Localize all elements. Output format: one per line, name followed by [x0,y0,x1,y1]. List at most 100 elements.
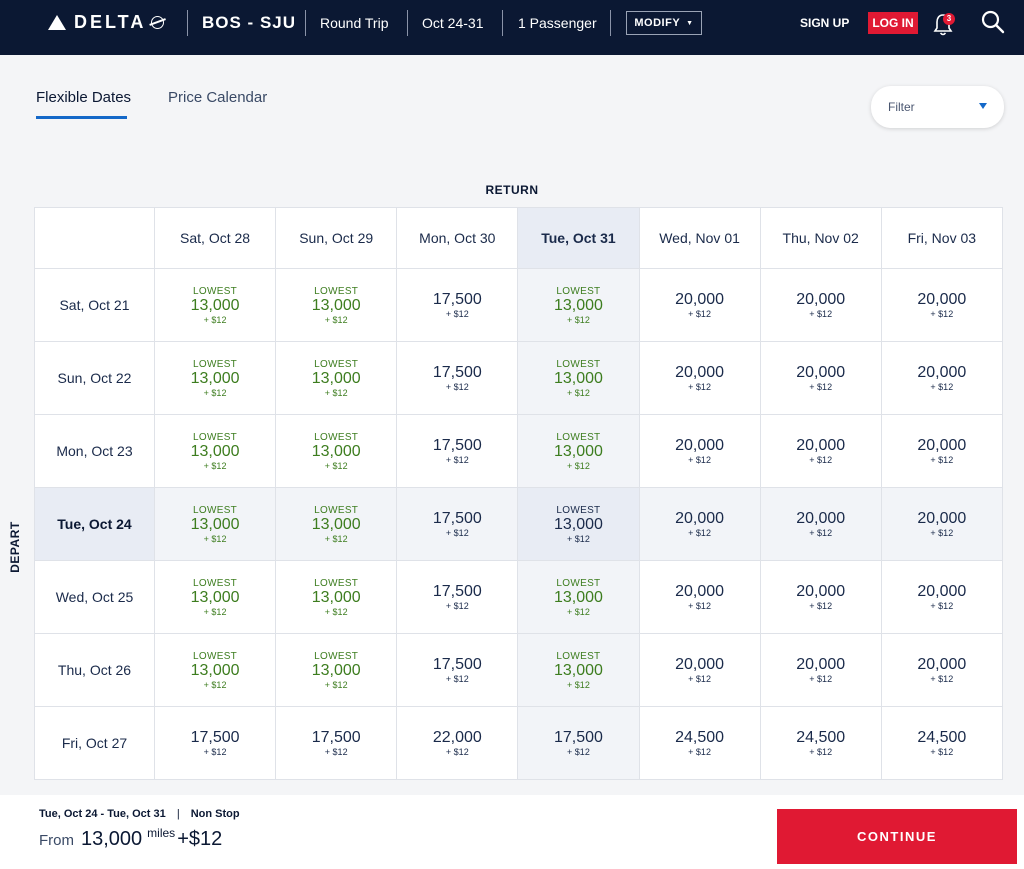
fare-cell[interactable]: LOWEST 13,000 + $12 [517,268,640,342]
fare-miles: 20,000 [796,510,846,527]
fare-miles: 13,000 [190,588,240,606]
fare-cell[interactable]: 20,000 + $12 [638,268,761,342]
fare-cell[interactable]: LOWEST 13,000 + $12 [275,633,398,707]
fare-miles: 20,000 [675,583,725,600]
fare-cell[interactable]: 20,000 + $12 [880,341,1003,415]
fare-cell[interactable]: LOWEST 13,000 + $12 [153,633,277,707]
fare-miles: 17,500 [190,729,240,746]
fare-cell[interactable]: 24,500 + $12 [880,706,1003,780]
fare-cell-content: 20,000 + $12 [882,291,1002,319]
fare-cell-content: LOWEST 13,000 + $12 [518,505,638,544]
fare-cell[interactable]: 20,000 + $12 [638,560,761,634]
fare-cell[interactable]: 20,000 + $12 [759,268,882,342]
fare-cell-content: LOWEST 13,000 + $12 [518,578,638,617]
fare-cell[interactable]: 24,500 + $12 [638,706,761,780]
fare-fee: + $12 [203,606,227,617]
fare-cell[interactable]: LOWEST 13,000 + $12 [517,633,640,707]
depart-date-header: Wed, Oct 25 [34,560,155,634]
fare-cell[interactable]: 20,000 + $12 [880,268,1003,342]
fare-fee: + $12 [688,674,711,684]
fare-cell[interactable]: 20,000 + $12 [880,560,1003,634]
fare-cell[interactable]: 17,500 + $12 [517,706,640,780]
lowest-fare-tag: LOWEST [556,285,601,297]
fare-fee: + $12 [203,747,227,757]
fare-fee: + $12 [930,674,954,684]
fare-cell[interactable]: 17,500 + $12 [275,706,398,780]
fare-fee: + $12 [567,533,590,544]
fare-miles: 13,000 [190,442,240,460]
fare-fee: + $12 [809,309,833,319]
fare-cell[interactable]: 20,000 + $12 [759,341,882,415]
separator: | [176,808,180,820]
fare-fee: + $12 [809,674,833,684]
fare-cell[interactable]: 20,000 + $12 [880,414,1003,488]
depart-date-header: Fri, Oct 27 [34,706,155,780]
fare-fee: + $12 [324,679,348,690]
fare-cell[interactable]: 17,500 + $12 [153,706,277,780]
fare-miles: 17,500 [432,437,482,454]
fare-cell[interactable]: LOWEST 13,000 + $12 [517,414,640,488]
fare-cell[interactable]: 20,000 + $12 [759,633,882,707]
sign-up-link[interactable]: SIGN UP [800,16,850,30]
caret-down-icon [979,103,987,109]
fare-cell[interactable]: LOWEST 13,000 + $12 [275,487,398,561]
fare-cell[interactable]: 17,500 + $12 [396,414,519,488]
fare-cell[interactable]: 20,000 + $12 [759,560,882,634]
fare-cell-content: LOWEST 13,000 + $12 [155,651,275,690]
fare-cell[interactable]: LOWEST 13,000 + $12 [517,341,640,415]
fare-cell[interactable]: LOWEST 13,000 + $12 [153,560,277,634]
fare-cell[interactable]: 24,500 + $12 [759,706,882,780]
fare-cell[interactable]: 17,500 + $12 [396,487,519,561]
fare-cell-content: 20,000 + $12 [640,583,760,611]
fare-miles: 13,000 [553,369,603,387]
fare-fee: + $12 [203,679,227,690]
fare-cell[interactable]: 20,000 + $12 [759,414,882,488]
fare-miles: 22,000 [432,729,482,746]
fare-cell-content: LOWEST 13,000 + $12 [518,651,638,690]
fare-fee: + $12 [688,382,711,392]
fare-cell[interactable]: LOWEST 13,000 + $12 [153,414,277,488]
fare-fee: + $12 [567,679,590,690]
trip-dates: Tue, Oct 24 - Tue, Oct 31 [39,808,166,820]
fare-miles: 13,000 [553,661,603,679]
search-icon[interactable] [980,9,1006,35]
fare-miles: 20,000 [796,583,846,600]
fare-fee: + $12 [567,460,590,471]
fare-cell-content: 20,000 + $12 [761,291,881,319]
fare-cell[interactable]: 17,500 + $12 [396,633,519,707]
fare-miles: 17,500 [311,729,361,746]
fare-cell[interactable]: 22,000 + $12 [396,706,519,780]
fare-cell[interactable]: LOWEST 13,000 + $12 [275,268,398,342]
lowest-fare-tag: LOWEST [193,650,238,662]
log-in-button[interactable]: LOG IN [868,12,918,34]
modify-button[interactable]: MODIFY ▼ [626,11,702,35]
fare-cell[interactable]: LOWEST 13,000 + $12 [275,560,398,634]
fare-cell[interactable]: 17,500 + $12 [396,560,519,634]
fare-cell[interactable]: 17,500 + $12 [396,341,519,415]
fare-cell[interactable]: 20,000 + $12 [638,414,761,488]
fare-cell[interactable]: LOWEST 13,000 + $12 [275,341,398,415]
fare-fee: + $12 [324,533,348,544]
fare-fee: + $12 [930,601,954,611]
fare-cell[interactable]: LOWEST 13,000 + $12 [517,560,640,634]
fare-cell[interactable]: LOWEST 13,000 + $12 [517,487,640,561]
filter-dropdown[interactable]: Filter [871,86,1004,128]
fare-cell-content: 20,000 + $12 [640,656,760,684]
fare-cell[interactable]: LOWEST 13,000 + $12 [275,414,398,488]
delta-logo[interactable]: DELTA [48,12,165,32]
grid-row: Thu, Oct 26 LOWEST 13,000 + $12 LOWEST 13,000… [34,633,1003,707]
fare-cell[interactable]: 20,000 + $12 [638,341,761,415]
tab-flexible-dates[interactable]: Flexible Dates [36,89,132,106]
fare-cell[interactable]: 17,500 + $12 [396,268,519,342]
fare-cell[interactable]: LOWEST 13,000 + $12 [153,341,277,415]
fare-cell[interactable]: 20,000 + $12 [880,487,1003,561]
fare-cell[interactable]: 20,000 + $12 [880,633,1003,707]
fare-cell[interactable]: 20,000 + $12 [759,487,882,561]
fare-cell[interactable]: LOWEST 13,000 + $12 [153,268,277,342]
fare-cell[interactable]: LOWEST 13,000 + $12 [153,487,277,561]
continue-button[interactable]: CONTINUE [777,809,1017,864]
tab-price-calendar[interactable]: Price Calendar [168,89,268,106]
fare-cell[interactable]: 20,000 + $12 [638,487,761,561]
fare-cell[interactable]: 20,000 + $12 [638,633,761,707]
fare-cell-content: 20,000 + $12 [761,656,881,684]
